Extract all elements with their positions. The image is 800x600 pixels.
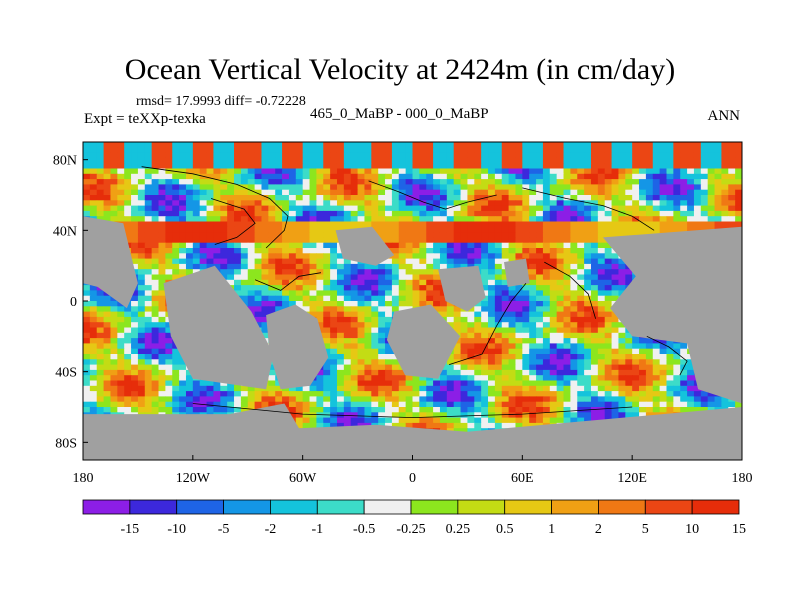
map-field — [83, 142, 742, 460]
coastlines — [141, 166, 688, 419]
colorbar-swatch — [691, 499, 740, 515]
colorbar-label: 0.5 — [496, 522, 514, 537]
lon-tick-label: 120E — [617, 471, 647, 486]
colorbar-label: -10 — [167, 522, 186, 537]
colorbar-swatch — [457, 499, 506, 515]
colorbar-swatch — [316, 499, 365, 515]
colorbar-label: -5 — [218, 522, 230, 537]
colorbar-label: 2 — [595, 522, 602, 537]
lon-tick-label: 60W — [289, 471, 317, 486]
lat-tick-label: 40N — [53, 224, 77, 239]
colorbar-label: 0.25 — [446, 522, 471, 537]
colorbar-label: 10 — [685, 522, 699, 537]
colorbar-swatch — [644, 499, 693, 515]
colorbar-label: 5 — [642, 522, 649, 537]
lat-tick-label: 40S — [55, 366, 77, 381]
experiment-label: Expt = teXXp-texka — [84, 111, 206, 127]
lat-tick-label: 0 — [70, 295, 77, 310]
colorbar-swatch — [270, 499, 318, 515]
subtitle: 465_0_MaBP - 000_0_MaBP — [310, 106, 489, 122]
colorbar-swatch — [176, 499, 224, 515]
colorbar-swatch — [82, 499, 131, 515]
rmsd-diff-stats: rmsd= 17.9993 diff= -0.72228 — [136, 94, 306, 109]
colorbar-swatch — [410, 499, 459, 515]
lon-tick-label: 180 — [73, 471, 94, 486]
colorbar-label: 1 — [548, 522, 555, 537]
colorbar-swatch — [363, 499, 412, 515]
colorbar-swatch — [223, 499, 271, 515]
axis-ticks: 80N 40N 0 40S 80S 180 120W 60W 0 60E 120E 180 — [53, 154, 753, 486]
colorbar-label: -2 — [265, 522, 277, 537]
lon-tick-label: 180 — [732, 471, 753, 486]
season-label: ANN — [707, 108, 741, 124]
colorbar-label: -0.5 — [353, 522, 375, 537]
colorbar-label: -15 — [121, 522, 140, 537]
lat-tick-label: 80N — [53, 154, 77, 169]
lon-tick-label: 60E — [511, 471, 534, 486]
colorbar-label: 15 — [732, 522, 746, 537]
colorbar-label: -1 — [311, 522, 323, 537]
colorbar-swatch — [504, 499, 552, 515]
lat-tick-label: 80S — [55, 436, 77, 451]
lon-tick-label: 0 — [409, 471, 416, 486]
colorbar-swatch — [598, 499, 646, 515]
colorbar-swatch — [551, 499, 599, 515]
colorbar: -15 -10 -5 -2 -1 -0.5 -0.25 0.25 0.5 1 2 5 10 15 — [82, 499, 746, 537]
lon-tick-label: 120W — [176, 471, 211, 486]
colorbar-swatch — [129, 499, 178, 515]
colorbar-label: -0.25 — [396, 522, 425, 537]
plot-title: Ocean Vertical Velocity at 2424m (in cm/… — [124, 53, 676, 86]
